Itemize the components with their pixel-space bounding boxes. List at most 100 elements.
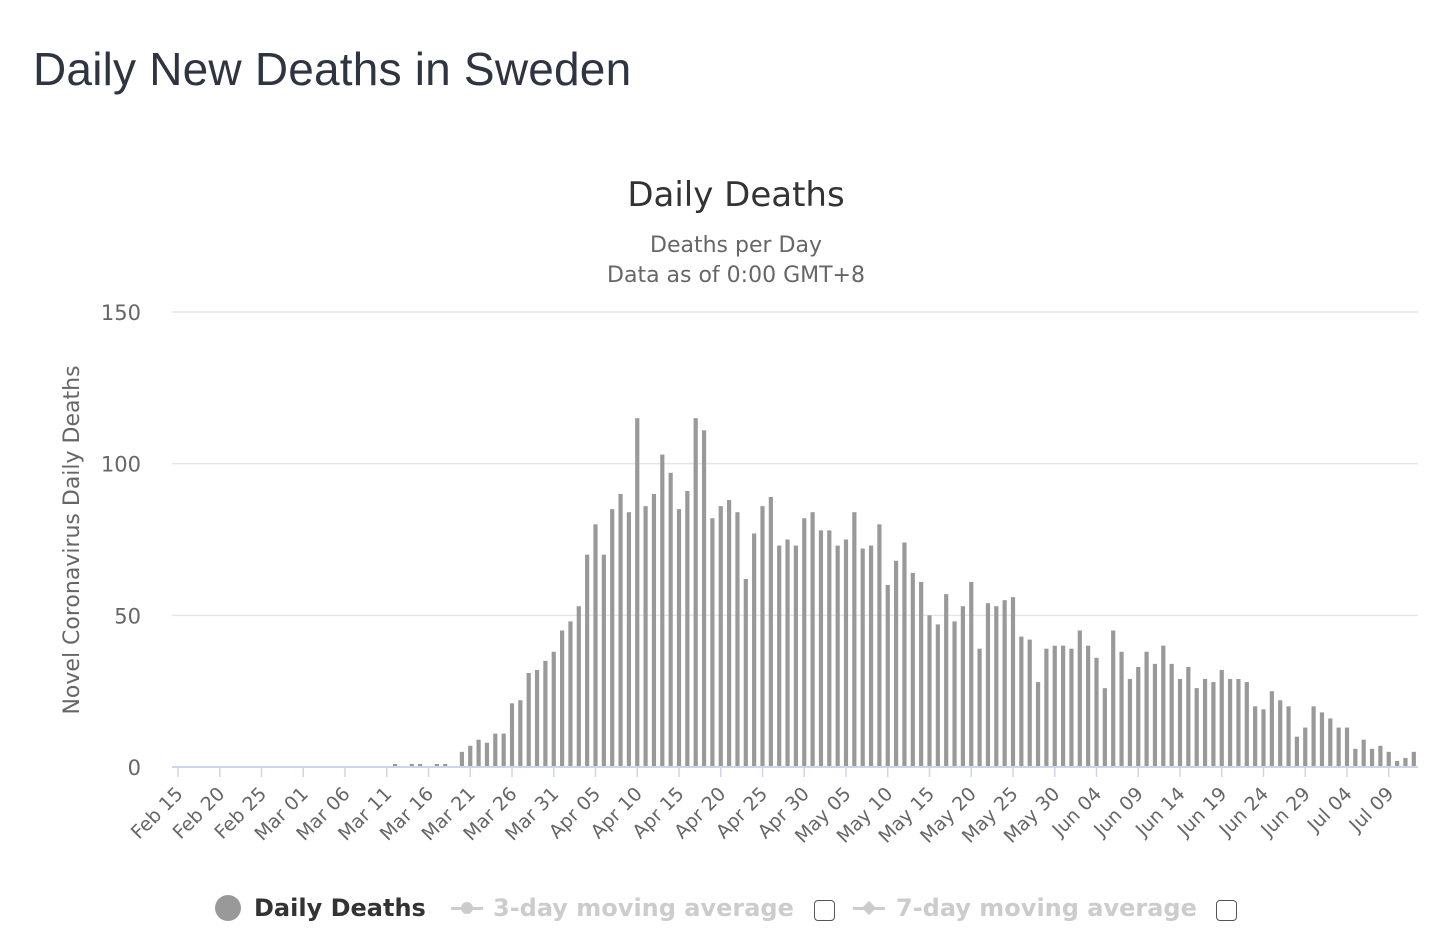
diamond-marker-icon [861,900,877,916]
bar [1061,645,1066,767]
bar [1161,645,1166,767]
bar [509,703,515,767]
bar [1102,688,1107,767]
bar [785,539,790,767]
bar [459,751,464,767]
bar [576,606,581,767]
bar [768,497,773,767]
bar [1361,739,1366,767]
bar [1228,679,1233,767]
bar [777,545,782,767]
bar [643,506,648,767]
y-tick-label: 150 [101,301,141,325]
chart-subtitle-line-2: Data as of 0:00 GMT+8 [607,263,865,288]
bar [969,581,974,767]
bar [651,494,657,767]
bar [718,506,723,767]
bar [560,630,565,767]
bar [1328,718,1333,767]
bar [994,606,999,767]
x-tick-label: Jul 09 [1344,783,1398,837]
bar [626,512,631,767]
bar [1411,751,1416,767]
bar [551,651,556,767]
bar [568,621,573,767]
bar [1386,751,1391,767]
bar [1086,645,1091,767]
bar [1127,679,1132,767]
bar [818,530,824,767]
bar [1253,706,1258,767]
bar [1219,669,1224,767]
bar [1319,712,1325,767]
bar [534,669,540,767]
y-axis-title: Novel Coronavirus Daily Deaths [60,365,85,714]
bar [977,648,982,767]
bar [1286,706,1291,767]
bar [660,454,665,767]
legend: Daily Deaths 3-day moving average 7-day … [0,888,1442,938]
bar [860,548,865,767]
bar [952,621,957,767]
bar [585,554,590,767]
bar [443,763,448,767]
bar [1152,663,1158,767]
bar [743,578,748,767]
bar [985,603,991,767]
bar [802,518,807,767]
bar [543,660,548,767]
legend-label: 3-day moving average [493,894,794,922]
bar [1395,760,1400,767]
bar [852,512,857,767]
7-day-average-checkbox[interactable] [1216,900,1237,921]
bar [843,539,849,767]
bar [409,763,414,767]
legend-label: Daily Deaths [254,894,426,922]
bar [727,500,732,767]
bar [1010,597,1016,767]
bar [1044,648,1049,767]
bar [894,560,899,767]
bar [1077,630,1082,767]
bar [1094,657,1099,767]
bar [1169,663,1174,767]
bar [393,763,398,767]
bar [685,490,690,767]
bar [810,512,815,767]
x-tick-label: Jul 04 [1303,783,1357,837]
bar [1136,666,1141,767]
3-day-average-checkbox[interactable] [814,900,835,921]
circle-marker-icon [215,895,241,921]
bar [468,745,473,767]
bar [518,700,523,767]
bar [476,739,481,767]
bar [668,472,673,767]
bar [635,418,640,767]
chart-title: Daily Deaths [627,175,844,215]
bar [960,606,965,767]
bar [1403,757,1408,767]
bar [1261,709,1266,767]
bar [919,581,924,767]
y-tick-label: 50 [114,604,141,628]
y-axis-ticks: 0 50 100 150 [101,301,141,780]
bar [885,585,890,767]
bar [493,733,498,767]
bar [760,506,765,767]
daily-deaths-chart: Daily Deaths Deaths per Day Data as of 0… [60,175,1418,848]
bar [1269,691,1274,767]
bar [1336,727,1341,767]
bars [393,418,1416,767]
y-tick-label: 0 [128,756,141,780]
bar [935,624,940,767]
bar [418,763,423,767]
bar [752,533,757,767]
bar [1303,727,1308,767]
bar [793,545,798,767]
bar [484,742,490,767]
bar [710,518,715,767]
bar [735,512,740,767]
bar [1194,688,1199,767]
bar [1144,651,1149,767]
